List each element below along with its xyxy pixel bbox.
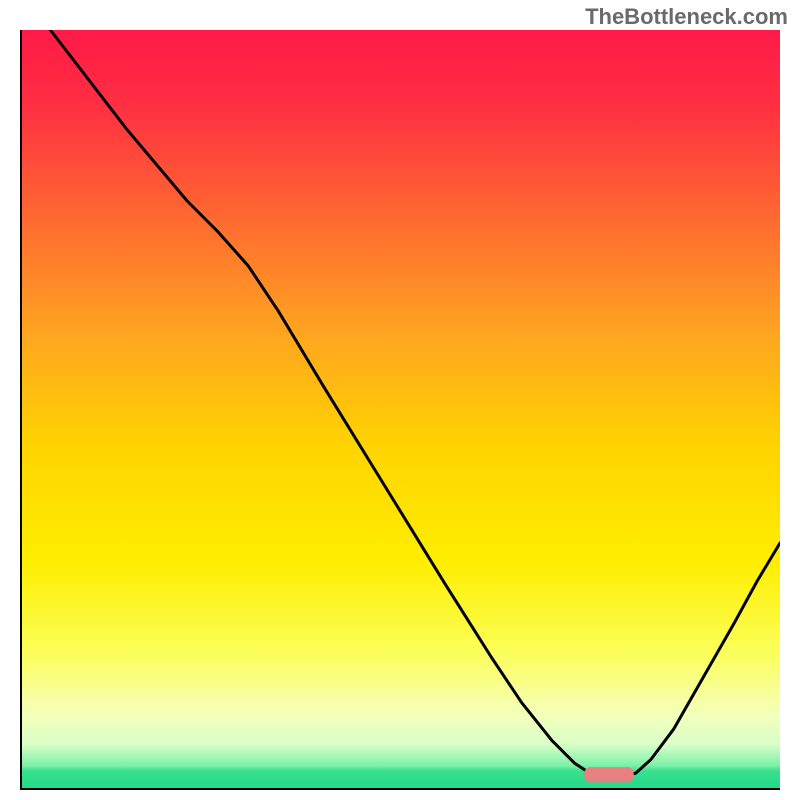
bottleneck-chart [20,30,780,790]
gradient-background [20,30,780,790]
chart-svg [20,30,780,790]
watermark-text: TheBottleneck.com [585,4,788,30]
optimal-marker [584,767,633,782]
